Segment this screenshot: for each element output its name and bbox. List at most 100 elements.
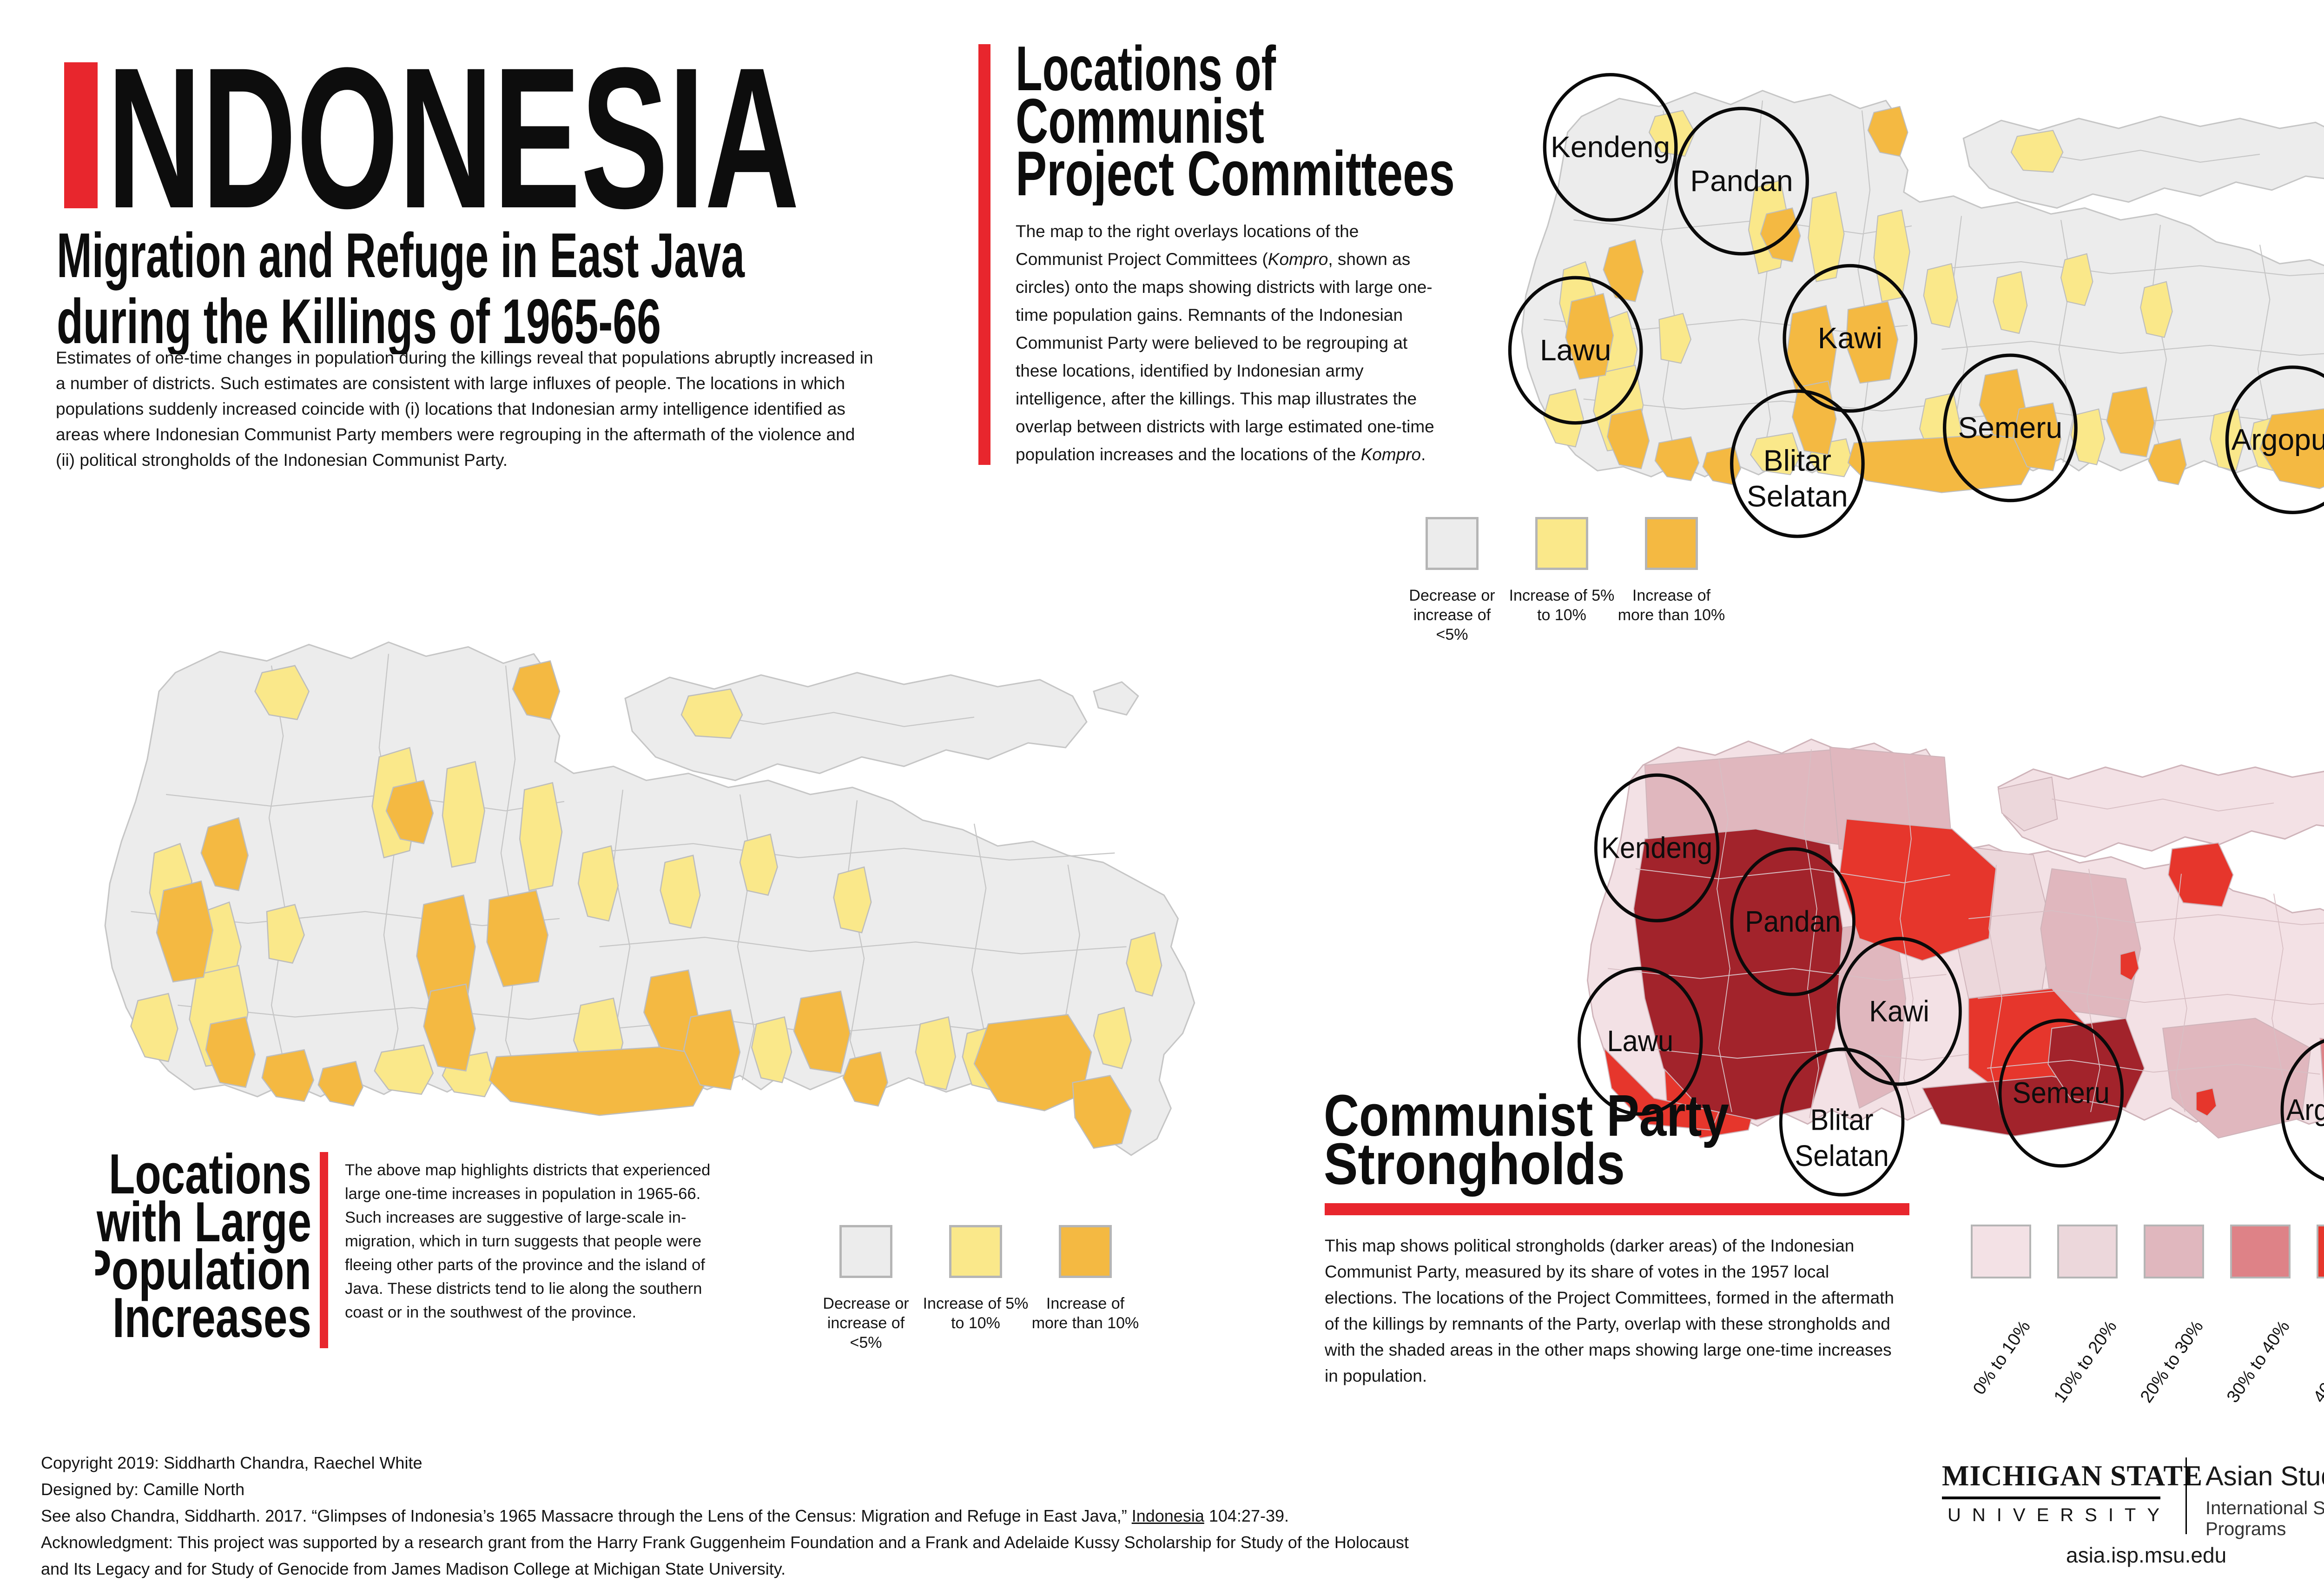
legend-swatch-orange: [1059, 1225, 1112, 1278]
kompro-circle-kendeng: [1543, 73, 1678, 222]
strongholds-circle-kendeng: [1594, 773, 1720, 922]
increases-heading-line3: Population: [95, 1238, 311, 1301]
title-text: NDONESIA: [107, 60, 799, 215]
strongholds-heading-line2: Strongholds: [1324, 1131, 1625, 1197]
increases-heading-line1: Locations: [109, 1151, 311, 1205]
map-kompro-overlay: Kendeng Pandan Lawu Kawi Blitar Selatan …: [1508, 73, 2324, 538]
kompro-paragraph: The map to the right overlays locations …: [1016, 218, 1450, 469]
kompro-heading-line1: Locations of: [1016, 43, 1276, 104]
legend-item: 10% to 20%: [2050, 1225, 2144, 1438]
website-url[interactable]: asia.isp.msu.edu: [2066, 1543, 2227, 1567]
kompro-para-a: The map to the right overlays locations …: [1016, 222, 1359, 269]
legend-swatch: [2057, 1225, 2118, 1278]
legend-swatch: [1971, 1225, 2031, 1278]
subtitle-line2: during the Killings of 1965-66: [57, 286, 661, 354]
legend-item: 0% to 10%: [1969, 1225, 2057, 1438]
legend-item: Increase of 5% to 10%: [1507, 517, 1617, 644]
legend-item: 20% to 30%: [2137, 1225, 2230, 1438]
increases-paragraph: The above map highlights districts that …: [345, 1161, 711, 1321]
logo-divider-line: [2185, 1457, 2187, 1534]
legend-swatch-yellow: [949, 1225, 1002, 1278]
legend-swatch-gray: [1426, 517, 1479, 570]
map-label-blitar-line2: Selatan: [1795, 1139, 1888, 1173]
increases-red-bar: [320, 1152, 328, 1348]
legend-swatch: [2144, 1225, 2204, 1278]
legend-swatch-orange: [1645, 517, 1698, 570]
legend-label: Increase of more than 10%: [1618, 587, 1725, 624]
map-label-lawu: Lawu: [1540, 333, 1611, 367]
strongholds-circle-lawu: [1578, 967, 1703, 1116]
kompro-heading-line3: Project Committees: [1016, 138, 1455, 205]
strongholds-heading-line1: Communist Party: [1324, 1090, 1729, 1148]
legend-population-left: Decrease or increase of <5% Increase of …: [811, 1225, 1140, 1352]
legend-item: 30% to 40%: [2223, 1225, 2317, 1438]
legend-label: Decrease or increase of <5%: [1409, 587, 1495, 643]
legend-swatch: [2230, 1225, 2291, 1278]
legend-strongholds: 0% to 10% 10% to 20% 20% to 30% 30% to 4…: [1969, 1225, 2324, 1438]
strongholds-heading: Communist Party Strongholds: [1324, 1090, 1729, 1197]
map-label-pandan: Pandan: [1745, 905, 1841, 939]
map-label-argopuro: Argopuro: [2232, 423, 2324, 457]
map-label-lawu: Lawu: [1607, 1025, 1673, 1058]
strongholds-circle-blitar-selatan: [1779, 1047, 1905, 1197]
legend-population-top: Decrease or increase of <5% Increase of …: [1397, 517, 1726, 644]
footer-designer: Designed by: Camille North: [41, 1480, 245, 1499]
map-label-kawi: Kawi: [1818, 321, 1882, 355]
map-label-blitar-line1: Blitar: [1810, 1104, 1874, 1137]
legend-label: Increase of 5% to 10%: [923, 1295, 1029, 1332]
poster-title: NDONESIA: [64, 60, 799, 215]
map-label-blitar-line2: Selatan: [1747, 480, 1848, 513]
legend-item: Decrease or increase of <5%: [1397, 517, 1507, 644]
increases-heading: Locations with Large Population Increase…: [95, 1151, 311, 1349]
strongholds-circle-argopuro: [2280, 1039, 2324, 1181]
citation-journal: Indonesia: [1131, 1506, 1204, 1525]
legend-swatch: [2317, 1225, 2324, 1278]
strongholds-circle-kawi: [1836, 937, 1962, 1086]
legend-item: Increase of 5% to 10%: [921, 1225, 1030, 1352]
legend-label: Increase of more than 10%: [1031, 1295, 1139, 1332]
map-label-semeru: Semeru: [2013, 1077, 2110, 1110]
legend-label: Decrease or increase of <5%: [823, 1295, 909, 1351]
asian-studies-center-name: Asian Studies Center: [2205, 1461, 2324, 1491]
kompro-circle-labels: Kendeng Pandan Lawu Kawi Blitar Selatan …: [1540, 130, 2324, 513]
map-label-kendeng: Kendeng: [1551, 130, 1670, 164]
strongholds-circle-pandan: [1730, 847, 1855, 996]
strongholds-circle-labels: Kendeng Pandan Lawu Kawi Blitar Selatan …: [1601, 831, 2324, 1172]
kompro-para-b: , shown as circles) onto the maps showin…: [1016, 250, 1434, 464]
map-label-kawi: Kawi: [1869, 995, 1929, 1028]
strongholds-circles: [1578, 773, 2324, 1197]
legend-label: Increase of 5% to 10%: [1509, 587, 1615, 624]
map-population-increases: [104, 641, 1195, 1156]
legend-swatch-yellow: [1535, 517, 1588, 570]
map-label-argopuro: Argopuro: [2286, 1093, 2324, 1127]
strongholds-circle-semeru: [1998, 1019, 2124, 1168]
map-strongholds: Kendeng Pandan Lawu Kawi Blitar Selatan …: [1578, 738, 2324, 1197]
kompro-circle-kawi: [1783, 264, 1918, 413]
citation-text: See also Chandra, Siddharth. 2017. “Glim…: [41, 1506, 1132, 1525]
increases-heading-line2: with Large: [96, 1190, 311, 1253]
kompro-italic-2: Kompro: [1360, 445, 1421, 464]
msu-wordmark-top: MICHIGAN STATE: [1942, 1460, 2202, 1499]
legend-swatch-gray: [839, 1225, 892, 1278]
international-studies-programs: International Studies & Programs: [2205, 1498, 2324, 1539]
kompro-para-c: .: [1421, 445, 1426, 464]
kompro-red-bar: [978, 44, 990, 465]
legend-item: Increase of more than 10%: [1617, 517, 1726, 644]
legend-item: 40% to 50%: [2310, 1225, 2324, 1438]
kompro-circle-blitar-selatan: [1730, 389, 1865, 538]
footer-acknowledgment: Acknowledgment: This project was support…: [41, 1533, 1409, 1578]
title-red-i-bar: [64, 62, 98, 208]
poster-subtitle: Migration and Refuge in East Java during…: [57, 229, 745, 354]
kompro-italic-1: Kompro: [1268, 250, 1328, 269]
map-label-pandan: Pandan: [1690, 164, 1793, 198]
map-label-semeru: Semeru: [1958, 411, 2062, 444]
map-label-kendeng: Kendeng: [1601, 831, 1712, 865]
kompro-heading: Locations of Communist Project Committee…: [1016, 43, 1455, 205]
kompro-heading-line2: Communist: [1016, 86, 1264, 156]
footer-credits: Copyright 2019: Siddharth Chandra, Raech…: [41, 1450, 1440, 1582]
citation-pages: 104:27-39.: [1204, 1506, 1289, 1525]
kompro-circles: [1508, 73, 2324, 538]
kompro-circle-lawu: [1508, 276, 1643, 425]
strongholds-paragraph: This map shows political strongholds (da…: [1325, 1236, 1895, 1385]
